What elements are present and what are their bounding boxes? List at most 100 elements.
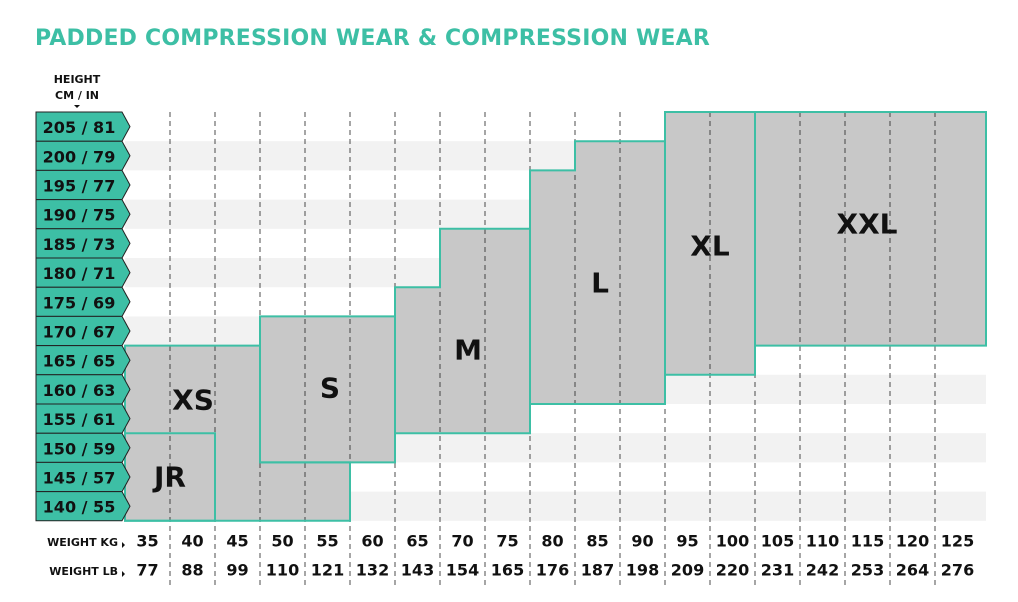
height-tag xyxy=(35,461,131,493)
tick-bg xyxy=(848,530,887,582)
weight-lb-tick: 187 xyxy=(581,561,614,580)
chart-title: PADDED COMPRESSION WEAR & COMPRESSION WE… xyxy=(35,26,711,51)
tick-bg xyxy=(218,530,257,582)
arrow-right-icon xyxy=(122,571,125,577)
weight-lb-tick: 88 xyxy=(181,561,203,580)
tick-bg xyxy=(398,530,437,582)
tick-bg xyxy=(893,530,932,582)
height-tag xyxy=(35,111,131,142)
height-tag xyxy=(35,140,131,171)
tick-bg xyxy=(263,530,302,582)
height-label: 180 / 71 xyxy=(43,264,116,283)
weight-lb-tick: 231 xyxy=(761,561,794,580)
weight-kg-tick: 95 xyxy=(676,532,698,551)
weight-lb-tick: 77 xyxy=(136,561,158,580)
height-axis-label: HEIGHT xyxy=(54,73,101,86)
height-tag xyxy=(35,286,131,317)
weight-kg-tick: 50 xyxy=(271,532,293,551)
weight-kg-tick: 70 xyxy=(451,532,473,551)
height-label: 160 / 63 xyxy=(43,381,116,400)
height-label: 200 / 79 xyxy=(43,147,116,166)
weight-kg-tick: 55 xyxy=(316,532,338,551)
size-label-xxl: XXL xyxy=(836,208,897,241)
weight-lb-tick: 253 xyxy=(851,561,884,580)
tick-bg xyxy=(353,530,392,582)
size-region-s xyxy=(260,316,395,463)
tick-bg xyxy=(443,530,482,582)
height-label: 205 / 81 xyxy=(43,118,116,137)
weight-lb-tick: 132 xyxy=(356,561,389,580)
weight-lb-tick: 276 xyxy=(941,561,974,580)
weight-kg-tick: 60 xyxy=(361,532,383,551)
weight-kg-tick: 115 xyxy=(851,532,884,551)
weight-lb-tick: 143 xyxy=(401,561,434,580)
height-tag xyxy=(35,199,131,230)
weight-kg-tick: 110 xyxy=(806,532,839,551)
height-label: 175 / 69 xyxy=(43,293,116,312)
weight-kg-tick: 105 xyxy=(761,532,794,551)
weight-lb-tick: 176 xyxy=(536,561,569,580)
height-label: 195 / 77 xyxy=(43,177,116,196)
weight-kg-tick: 90 xyxy=(631,532,653,551)
weight-lb-tick: 110 xyxy=(266,561,299,580)
height-tag xyxy=(35,228,131,259)
height-tag xyxy=(35,491,131,522)
tick-bg xyxy=(578,530,617,582)
weight-lb-tick: 264 xyxy=(896,561,929,580)
size-region-outline xyxy=(754,111,987,347)
height-label: 155 / 61 xyxy=(43,410,116,429)
weight-kg-tick: 125 xyxy=(941,532,974,551)
weight-lb-tick: 99 xyxy=(226,561,248,580)
size-region-outline xyxy=(664,111,756,376)
height-label: 170 / 67 xyxy=(43,323,116,342)
weight-kg-tick: 100 xyxy=(716,532,749,551)
size-region-outline xyxy=(259,315,396,464)
tick-bg xyxy=(938,530,977,582)
size-region-xxl xyxy=(755,112,986,346)
height-label: 150 / 59 xyxy=(43,439,116,458)
arrow-down-icon xyxy=(74,105,80,108)
size-label-jr: JR xyxy=(152,461,186,494)
tick-bg xyxy=(623,530,662,582)
height-label: 145 / 57 xyxy=(43,469,116,488)
weight-lb-axis-label: WEIGHT LB xyxy=(49,565,118,578)
height-tag xyxy=(35,403,131,434)
weight-lb-tick: 242 xyxy=(806,561,839,580)
size-region-outline xyxy=(124,432,216,522)
weight-kg-tick: 75 xyxy=(496,532,518,551)
tick-bg xyxy=(713,530,752,582)
size-label-m: M xyxy=(454,334,482,367)
height-tag xyxy=(35,315,131,347)
size-region-m xyxy=(395,228,530,434)
height-label: 190 / 75 xyxy=(43,206,116,225)
size-label-s: S xyxy=(320,372,340,405)
weight-kg-tick: 40 xyxy=(181,532,203,551)
tick-bg xyxy=(803,530,842,582)
tick-bg xyxy=(128,530,167,582)
weight-kg-tick: 120 xyxy=(896,532,929,551)
height-label: 165 / 65 xyxy=(43,352,116,371)
weight-kg-tick: 45 xyxy=(226,532,248,551)
weight-kg-tick: 85 xyxy=(586,532,608,551)
size-label-xl: XL xyxy=(690,230,730,263)
size-label-l: L xyxy=(591,267,609,300)
height-tag xyxy=(35,169,131,201)
weight-lb-tick: 220 xyxy=(716,561,749,580)
weight-lb-tick: 165 xyxy=(491,561,524,580)
tick-bg xyxy=(668,530,707,582)
height-tag xyxy=(35,432,131,463)
height-unit-label: CM / IN xyxy=(55,89,99,102)
weight-kg-axis-label: WEIGHT KG xyxy=(47,536,118,549)
tick-bg xyxy=(488,530,527,582)
tick-bg xyxy=(758,530,797,582)
weight-kg-tick: 65 xyxy=(406,532,428,551)
weight-kg-tick: 35 xyxy=(136,532,158,551)
weight-lb-tick: 198 xyxy=(626,561,659,580)
height-label: 140 / 55 xyxy=(43,498,116,517)
weight-lb-tick: 121 xyxy=(311,561,344,580)
height-tag xyxy=(35,374,131,405)
size-region-l xyxy=(530,141,665,404)
height-tag xyxy=(35,257,131,288)
weight-kg-tick: 80 xyxy=(541,532,563,551)
